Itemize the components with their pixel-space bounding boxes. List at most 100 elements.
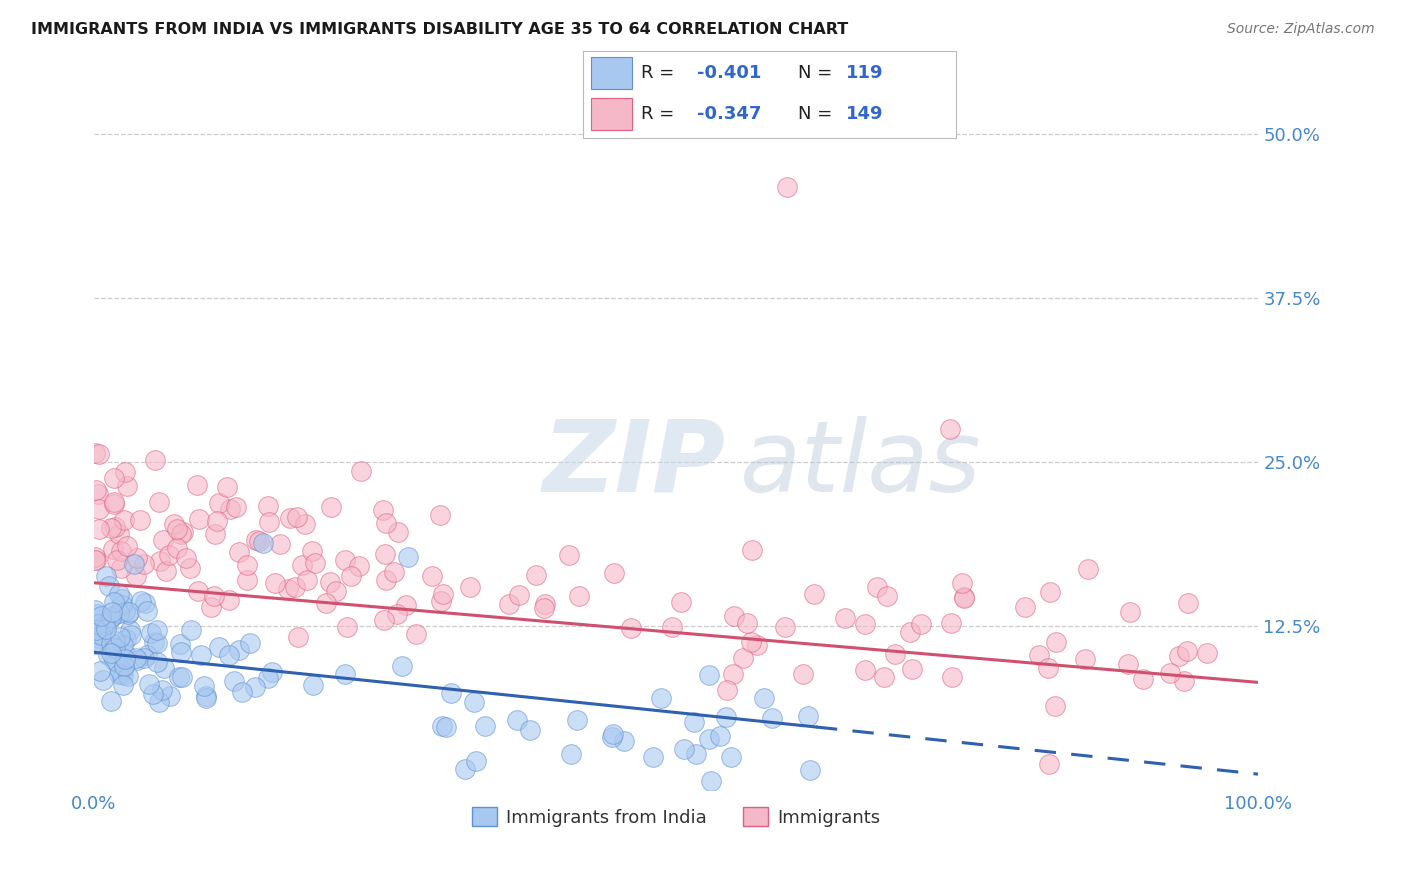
Point: [721, 667, 744, 681]
Point: [373, 614, 395, 628]
Point: [669, 594, 692, 608]
Point: [335, 667, 357, 681]
Point: [125, 551, 148, 566]
Point: [169, 645, 191, 659]
Point: [129, 594, 152, 608]
Point: [236, 574, 259, 588]
Point: [682, 714, 704, 729]
Point: [98, 579, 121, 593]
Point: [853, 664, 876, 678]
Point: [218, 501, 240, 516]
Point: [709, 729, 731, 743]
Point: [560, 747, 582, 761]
Text: IMMIGRANTS FROM INDIA VS IMMIGRANTS DISABILITY AGE 35 TO 64 CORRELATION CHART: IMMIGRANTS FROM INDIA VS IMMIGRANTS DISA…: [31, 22, 848, 37]
Point: [100, 610, 122, 624]
Point: [112, 659, 135, 673]
Point: [155, 564, 177, 578]
Point: [125, 653, 148, 667]
Point: [142, 687, 165, 701]
Legend: Immigrants from India, Immigrants: Immigrants from India, Immigrants: [464, 800, 887, 834]
Point: [84, 603, 107, 617]
Point: [87, 487, 110, 501]
Point: [117, 607, 139, 621]
Point: [460, 580, 482, 594]
Point: [84, 549, 107, 564]
Point: [347, 559, 370, 574]
Point: [84, 483, 107, 498]
Point: [148, 495, 170, 509]
Point: [143, 452, 166, 467]
Point: [231, 684, 253, 698]
Point: [101, 541, 124, 556]
Point: [108, 587, 131, 601]
Point: [111, 599, 134, 613]
Point: [301, 544, 323, 558]
Point: [565, 713, 588, 727]
Text: atlas: atlas: [740, 416, 981, 513]
Point: [218, 648, 240, 663]
Point: [534, 597, 557, 611]
Point: [110, 561, 132, 575]
Point: [643, 750, 665, 764]
Point: [120, 628, 142, 642]
Point: [86, 631, 108, 645]
Point: [498, 597, 520, 611]
Point: [700, 773, 723, 788]
Point: [374, 516, 396, 530]
Point: [315, 596, 337, 610]
Point: [142, 635, 165, 649]
Point: [200, 599, 222, 614]
Point: [132, 557, 155, 571]
Point: [188, 512, 211, 526]
Point: [1173, 673, 1195, 688]
Point: [325, 583, 347, 598]
Text: 149: 149: [846, 104, 883, 123]
Point: [1045, 635, 1067, 649]
Point: [170, 670, 193, 684]
FancyBboxPatch shape: [591, 57, 631, 89]
Point: [118, 624, 141, 638]
Point: [464, 755, 486, 769]
Point: [84, 553, 107, 567]
Point: [720, 749, 742, 764]
Point: [174, 551, 197, 566]
Point: [803, 586, 825, 600]
Point: [138, 676, 160, 690]
Point: [1074, 651, 1097, 665]
Point: [105, 607, 128, 621]
Point: [169, 636, 191, 650]
Point: [872, 670, 894, 684]
Point: [150, 682, 173, 697]
Point: [114, 651, 136, 665]
Point: [430, 594, 453, 608]
Point: [103, 471, 125, 485]
Point: [252, 536, 274, 550]
Point: [508, 588, 530, 602]
Point: [950, 576, 973, 591]
Point: [898, 625, 921, 640]
Point: [186, 478, 208, 492]
Point: [385, 607, 408, 622]
Point: [661, 620, 683, 634]
Point: [98, 612, 121, 626]
Point: [776, 179, 799, 194]
Point: [602, 727, 624, 741]
Point: [90, 628, 112, 642]
Point: [136, 604, 159, 618]
Point: [207, 514, 229, 528]
Point: [100, 636, 122, 650]
Point: [193, 679, 215, 693]
Point: [524, 568, 547, 582]
Point: [167, 670, 190, 684]
Point: [148, 554, 170, 568]
Point: [146, 656, 169, 670]
Point: [243, 680, 266, 694]
Point: [603, 566, 626, 580]
Point: [94, 569, 117, 583]
Point: [103, 595, 125, 609]
Point: [115, 479, 138, 493]
Point: [84, 637, 107, 651]
Point: [533, 601, 555, 615]
Point: [620, 621, 643, 635]
Point: [172, 524, 194, 539]
